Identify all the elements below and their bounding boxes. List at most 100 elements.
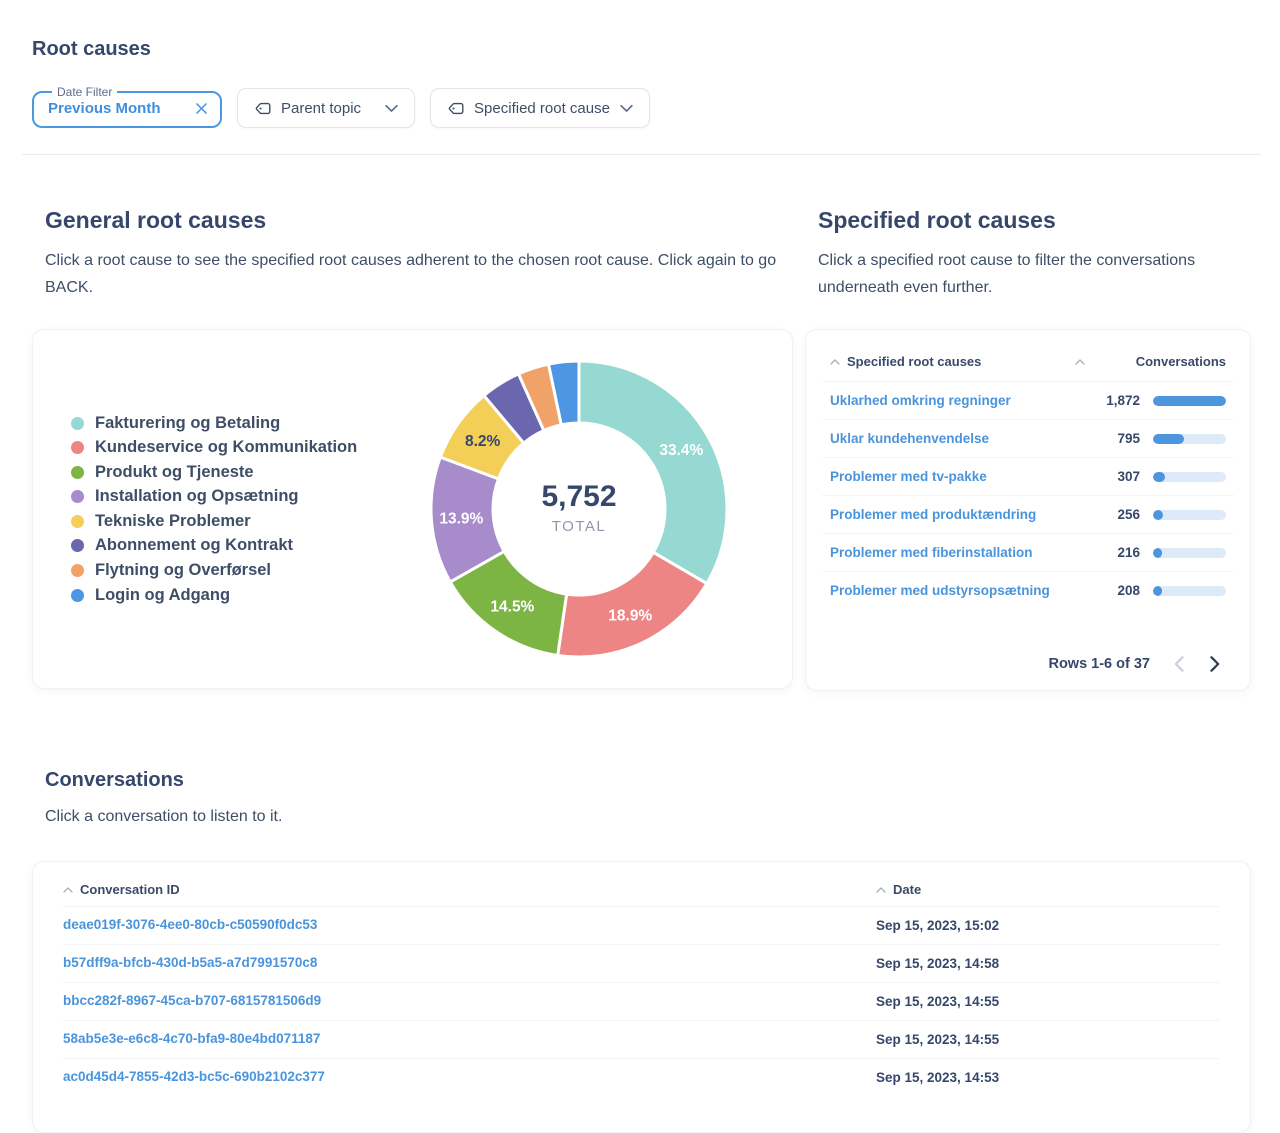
legend-label: Abonnement og Kontrakt	[95, 536, 293, 555]
legend-label: Flytning og Overførsel	[95, 561, 272, 580]
date-filter-label: Date Filter	[57, 85, 113, 99]
next-page-button[interactable]	[1207, 654, 1224, 674]
conversation-link[interactable]: bbcc282f-8967-45ca-b707-6815781506d9	[63, 993, 322, 1009]
date-column-label[interactable]: Date	[893, 882, 922, 898]
conversations-title: Conversations	[45, 769, 184, 792]
conversation-date: Sep 15, 2023, 15:02	[876, 917, 1000, 933]
specified-root-causes-panel: Specified root causes Conversations Ukla…	[805, 329, 1251, 692]
clear-date-filter-button[interactable]	[193, 100, 210, 117]
legend-item[interactable]: Installation og Opsætning	[71, 485, 357, 510]
legend-dot	[71, 416, 84, 430]
conversation-count-bar-fill	[1153, 395, 1226, 406]
legend-item[interactable]: Tekniske Problemer	[71, 509, 357, 534]
src-column-label[interactable]: Specified root causes	[847, 354, 982, 370]
specified-root-cause-link[interactable]: Uklar kundehenvendelse	[830, 431, 990, 447]
table-row: bbcc282f-8967-45ca-b707-6815781506d9 Sep…	[63, 981, 1220, 1020]
table-row: deae019f-3076-4ee0-80cb-c50590f0dc53 Sep…	[63, 905, 1220, 944]
donut-slice-label: 14.5%	[490, 598, 534, 615]
chart-legend: Fakturering og Betaling Kundeservice og …	[71, 411, 357, 608]
conversations-column-label[interactable]: Conversations	[1135, 354, 1226, 370]
table-row: Problemer med produktændring 256	[822, 495, 1234, 533]
conversation-count: 795	[1117, 431, 1140, 447]
src-table-body: Uklarhed omkring regninger 1,872 Uklar k…	[822, 381, 1234, 609]
conversations-table-body: deae019f-3076-4ee0-80cb-c50590f0dc53 Sep…	[63, 905, 1220, 1096]
date-filter-value[interactable]: Previous Month	[48, 100, 161, 117]
general-root-causes-section: General root causes Click a root cause t…	[32, 207, 793, 691]
table-row: ac0d45d4-7855-42d3-bc5c-690b2102c377 Sep…	[63, 1057, 1220, 1096]
chevron-down-icon	[620, 104, 633, 113]
parent-topic-dropdown[interactable]: Parent topic	[237, 88, 416, 128]
legend-dot	[71, 441, 84, 455]
conversation-link[interactable]: ac0d45d4-7855-42d3-bc5c-690b2102c377	[63, 1069, 325, 1085]
conversation-count-bar	[1153, 547, 1226, 558]
sort-icon[interactable]	[1075, 358, 1085, 365]
donut-slice-label: 33.4%	[659, 442, 703, 459]
legend-label: Fakturering og Betaling	[95, 413, 281, 432]
conversations-panel: Conversation ID Date deae019f-3076-4ee0-…	[32, 860, 1251, 1133]
legend-item[interactable]: Flytning og Overførsel	[71, 558, 357, 583]
table-row: Uklar kundehenvendelse 795	[822, 419, 1234, 457]
legend-dot	[71, 588, 84, 602]
pagination-label: Rows 1-6 of 37	[1048, 656, 1150, 673]
legend-item[interactable]: Fakturering og Betaling	[71, 411, 357, 436]
sort-icon[interactable]	[830, 358, 840, 365]
conversation-count: 216	[1117, 545, 1140, 561]
legend-item[interactable]: Produkt og Tjeneste	[71, 460, 357, 485]
donut-total: 5,752	[541, 480, 616, 513]
legend-item[interactable]: Login og Adgang	[71, 583, 357, 608]
donut-slice-label: 8.2%	[465, 433, 501, 450]
specified-root-cause-link[interactable]: Uklarhed omkring regninger	[830, 393, 1011, 409]
conversation-count-bar-fill	[1153, 585, 1162, 596]
close-icon	[195, 102, 208, 115]
page-title: Root causes	[32, 38, 151, 60]
conversation-count-bar	[1153, 433, 1226, 444]
conversation-link[interactable]: b57dff9a-bfcb-430d-b5a5-a7d7991570c8	[63, 955, 318, 971]
donut-total-label: TOTAL	[552, 518, 606, 535]
specified-root-cause-link[interactable]: Problemer med tv-pakke	[830, 469, 987, 485]
specified-root-cause-link[interactable]: Problemer med fiberinstallation	[830, 545, 1033, 561]
legend-dot	[71, 465, 84, 479]
specified-root-cause-label: Specified root cause	[474, 99, 610, 117]
conversation-date: Sep 15, 2023, 14:58	[876, 955, 1000, 971]
specified-root-cause-dropdown[interactable]: Specified root cause	[430, 88, 650, 128]
table-row: b57dff9a-bfcb-430d-b5a5-a7d7991570c8 Sep…	[63, 943, 1220, 982]
divider	[22, 154, 1261, 155]
conversation-count: 256	[1117, 507, 1140, 523]
parent-topic-label: Parent topic	[281, 99, 362, 117]
conversation-link[interactable]: deae019f-3076-4ee0-80cb-c50590f0dc53	[63, 917, 318, 933]
legend-label: Tekniske Problemer	[95, 511, 251, 530]
donut-chart: 33.4% 18.9% 14.5% 13.9% 8.2% 5,752 TOTAL	[424, 354, 734, 664]
legend-item[interactable]: Kundeservice og Kommunikation	[71, 435, 357, 460]
conversation-count-bar	[1153, 585, 1226, 596]
conversation-count-bar-fill	[1153, 433, 1184, 444]
specified-root-cause-link[interactable]: Problemer med produktændring	[830, 507, 1037, 523]
conversation-date: Sep 15, 2023, 14:55	[876, 1031, 1000, 1047]
legend-dot	[71, 539, 84, 553]
conversation-count-bar-fill	[1153, 547, 1162, 558]
prev-page-button[interactable]	[1170, 654, 1187, 674]
legend-label: Produkt og Tjeneste	[95, 462, 254, 481]
conversation-id-column-label[interactable]: Conversation ID	[80, 882, 180, 898]
specified-root-causes-title: Specified root causes	[818, 207, 1056, 233]
specified-root-cause-link[interactable]: Problemer med udstyrsopsætning	[830, 583, 1050, 599]
donut-slice-7[interactable]	[547, 359, 581, 427]
conversation-count: 208	[1117, 583, 1140, 599]
legend-item[interactable]: Abonnement og Kontrakt	[71, 534, 357, 559]
date-filter[interactable]: Date Filter Previous Month	[32, 85, 222, 128]
tag-icon	[254, 100, 271, 117]
conversation-count-bar-fill	[1153, 509, 1163, 520]
sort-icon[interactable]	[876, 886, 886, 893]
conversation-count: 307	[1117, 469, 1140, 485]
legend-label: Kundeservice og Kommunikation	[95, 438, 358, 457]
legend-dot	[71, 564, 84, 578]
legend-label: Login og Adgang	[95, 585, 231, 604]
donut-slice-0[interactable]	[577, 359, 729, 586]
conversations-section: Conversations Click a conversation to li…	[32, 769, 1251, 1133]
sort-icon[interactable]	[63, 886, 73, 893]
tag-icon	[447, 100, 464, 117]
donut-slice-label: 13.9%	[439, 510, 483, 527]
chevron-left-icon	[1172, 656, 1185, 672]
conversation-link[interactable]: 58ab5e3e-e6c8-4c70-bfa9-80e4bd071187	[63, 1031, 321, 1047]
donut-slice-label: 18.9%	[608, 607, 652, 624]
